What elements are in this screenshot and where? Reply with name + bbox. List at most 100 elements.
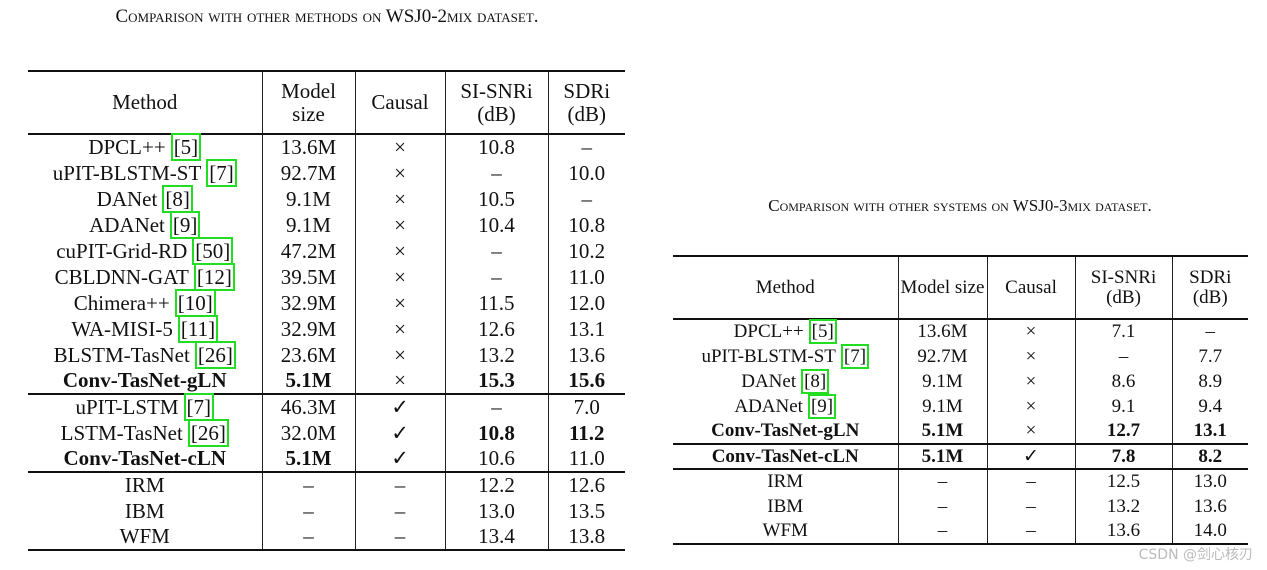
method-cell: BLSTM-TasNet [26] <box>28 340 262 369</box>
cell: – <box>897 469 987 494</box>
table-row: LSTM-TasNet [26] 32.0M ✓ 10.8 11.2 <box>28 418 625 447</box>
cell: × <box>354 212 445 238</box>
citation: [7] <box>840 343 870 369</box>
method-cell: CBLDNN-GAT [12] <box>28 262 262 291</box>
header-cell: SI-SNRi (dB) <box>1074 256 1172 319</box>
cell: – <box>354 524 445 550</box>
cell: 13.6M <box>261 134 355 160</box>
cell: 13.6 <box>1074 519 1172 544</box>
cell: 46.3M <box>261 394 355 420</box>
cell: × <box>354 290 445 316</box>
header-cell: Method <box>755 276 815 298</box>
table-row: IRM – –12.5 13.0 <box>673 469 1248 494</box>
cell: 92.7M <box>261 160 355 186</box>
cell: 47.2M <box>261 238 355 264</box>
method-cell: WFM <box>762 520 808 542</box>
table-row: IBM – –13.2 13.6 <box>673 494 1248 519</box>
cell: × <box>986 344 1075 369</box>
cell: – <box>547 186 625 212</box>
method-cell: Conv-TasNet-cLN <box>28 446 262 472</box>
method-cell: ADANet [9] <box>673 393 898 419</box>
cell: × <box>986 369 1075 394</box>
header-cell: Causal <box>986 256 1075 319</box>
method-cell: uPIT-LSTM [7] <box>28 393 262 422</box>
cell: 13.6M <box>897 319 987 344</box>
cell: – <box>444 160 548 186</box>
header-cell: Model size <box>261 71 355 134</box>
cell: – <box>547 134 625 160</box>
method-cell: IRM <box>124 473 165 498</box>
citation: [7] <box>183 393 215 422</box>
cell: – <box>354 472 445 498</box>
row-group: Conv-TasNet-cLN 5.1M ✓ 7.8 8.2 <box>673 444 1248 469</box>
cell: 15.3 <box>444 368 548 394</box>
table-row: Conv-TasNet-gLN 5.1M × 12.7 13.1 <box>673 419 1248 444</box>
cell-text: 15.3 <box>478 368 515 393</box>
table-row: uPIT-LSTM [7] 46.3M ✓ –7.0 <box>28 393 625 422</box>
cell: 7.1 <box>1074 319 1172 344</box>
cell: 7.7 <box>1171 344 1248 369</box>
method-cell: DPCL++ [5] <box>673 319 898 345</box>
table-row: cuPIT-Grid-RD [50] 47.2M × –10.2 <box>28 236 625 265</box>
cell-text: 8.2 <box>1198 445 1223 467</box>
method-cell: ADANet [9] <box>28 210 262 239</box>
cell-text: 5.1M <box>921 445 964 467</box>
cell: 12.0 <box>547 290 625 316</box>
cell-text: 11.2 <box>568 420 605 445</box>
cell: 12.6 <box>547 472 625 498</box>
method-cell: Conv-TasNet-gLN <box>28 368 262 394</box>
table-caption: Comparison with other methods on WSJ0-2m… <box>115 6 539 27</box>
cell: – <box>261 524 355 550</box>
cell: – <box>897 494 987 519</box>
citation: [5] <box>170 133 202 162</box>
cell-text: Conv-TasNet-gLN <box>711 420 860 442</box>
table-row: BLSTM-TasNet [26] 23.6M × 13.2 13.6 <box>28 340 625 369</box>
citation: [9] <box>169 210 201 239</box>
citation: [5] <box>808 319 837 345</box>
cell: 13.0 <box>1171 469 1248 494</box>
table-row: DPCL++ [5] 13.6M × 7.1– <box>673 319 1248 345</box>
cell: – <box>261 472 355 498</box>
cell: 5.1M <box>261 446 355 472</box>
cell: 8.9 <box>1171 369 1248 394</box>
citation: [50] <box>192 236 234 265</box>
cell-text: 5.1M <box>285 368 332 393</box>
cell: 39.5M <box>261 264 355 290</box>
table-row: IRM – –12.2 12.6 <box>28 472 625 498</box>
cell: 12.2 <box>444 472 548 498</box>
cell: – <box>1171 319 1248 344</box>
cell: 9.1M <box>261 212 355 238</box>
cell: – <box>444 264 548 290</box>
cell: 10.6 <box>444 446 548 472</box>
table-row: WA-MISI-5 [11] 32.9M × 12.6 13.1 <box>28 314 625 343</box>
cell: 9.1M <box>261 186 355 212</box>
cell: 10.4 <box>444 212 548 238</box>
cell: – <box>986 494 1075 519</box>
cell: 13.5 <box>547 498 625 524</box>
cell: 13.0 <box>444 498 548 524</box>
cell: × <box>354 264 445 290</box>
method-cell: cuPIT-Grid-RD [50] <box>28 236 262 265</box>
citation: [10] <box>174 288 216 317</box>
cell: × <box>986 319 1075 344</box>
cell: ✓ <box>354 394 445 420</box>
method-cell: LSTM-TasNet [26] <box>28 418 262 447</box>
citation: [9] <box>807 393 837 419</box>
method-cell: Conv-TasNet-cLN <box>673 444 898 469</box>
table-row: Conv-TasNet-gLN 5.1M × 15.3 15.6 <box>28 368 625 394</box>
cell: ✓ <box>986 444 1075 469</box>
method-cell: Chimera++ [10] <box>28 288 262 317</box>
cell: – <box>897 519 987 544</box>
cell: – <box>444 238 548 264</box>
cell: 5.1M <box>897 419 987 444</box>
cell: – <box>986 469 1075 494</box>
cell: 32.0M <box>261 420 355 446</box>
cell: 32.9M <box>261 290 355 316</box>
method-cell: WFM <box>119 524 170 549</box>
cell: 10.8 <box>547 212 625 238</box>
cell: 11.5 <box>444 290 548 316</box>
cell: – <box>1074 344 1172 369</box>
table-row: WFM – –13.6 14.0 <box>673 519 1248 544</box>
method-cell: IBM <box>767 495 804 517</box>
citation: [11] <box>177 314 219 343</box>
